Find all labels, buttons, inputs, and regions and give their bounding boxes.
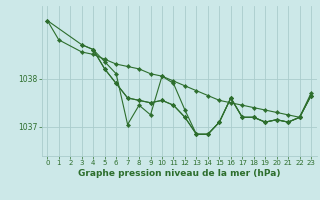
X-axis label: Graphe pression niveau de la mer (hPa): Graphe pression niveau de la mer (hPa)	[78, 169, 280, 178]
